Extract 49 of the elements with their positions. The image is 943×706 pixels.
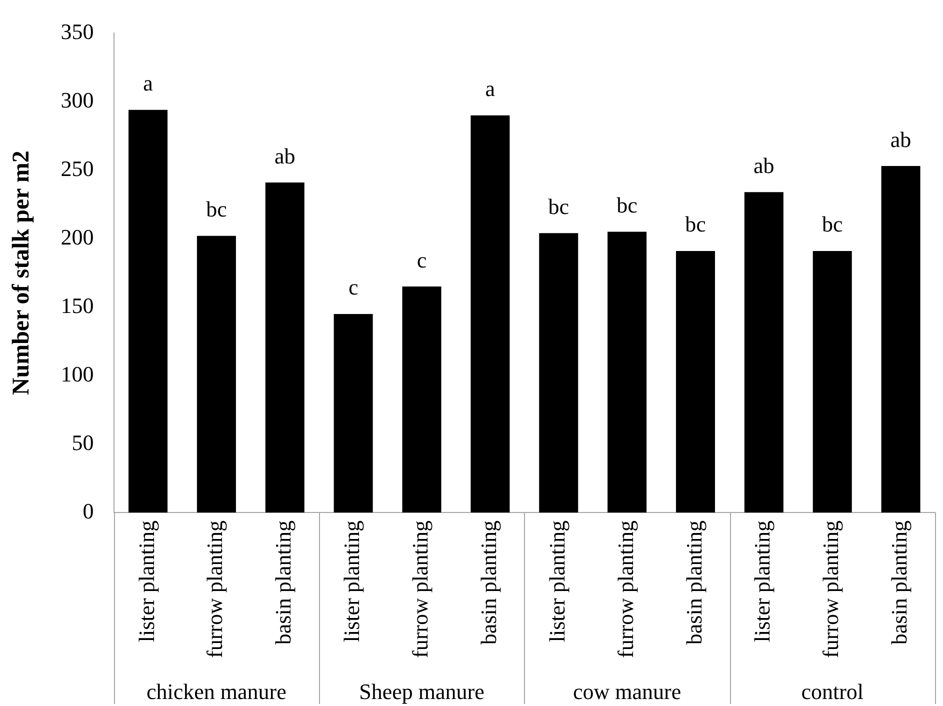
bar	[676, 250, 715, 513]
bar	[881, 166, 920, 513]
y-axis-title: Number of stalk per m2	[8, 150, 35, 396]
data-label: c	[348, 274, 358, 300]
text: chicken manure	[146, 678, 286, 704]
x-tick-label: furrow planting	[818, 520, 844, 658]
data-label: bc	[822, 212, 843, 237]
x-tick-label: basin planting	[681, 520, 706, 645]
y-tick-label: 200	[60, 224, 94, 250]
bar	[539, 233, 578, 513]
y-tick-label: 250	[60, 156, 94, 181]
bar	[196, 236, 236, 513]
x-tick-label: furrow planting	[202, 520, 228, 658]
x-tick-label: furrow planting	[408, 520, 433, 658]
bar	[608, 232, 647, 513]
x-tick-label: lister planting	[134, 520, 159, 642]
data-label: a	[485, 76, 496, 102]
data-label: ab	[274, 143, 296, 168]
y-tick-label: 50	[72, 430, 94, 455]
x-tick-label: lister planting	[544, 520, 570, 642]
bar	[402, 286, 442, 513]
data-label: bc	[548, 194, 570, 219]
bar	[334, 314, 373, 513]
x-tick-label: basin planting	[886, 520, 912, 645]
data-label: bc	[206, 196, 228, 222]
x-tick-label: lister planting	[339, 520, 364, 642]
x-tick-label: basin planting	[270, 520, 296, 645]
y-tick-label: 150	[60, 292, 94, 318]
data-label: ab	[754, 152, 774, 178]
data-label: a	[143, 70, 154, 96]
data-label: bc	[685, 212, 706, 237]
x-tick-label: furrow planting	[612, 520, 638, 658]
text: cow manure	[572, 678, 682, 704]
bar	[470, 115, 510, 513]
bar	[128, 110, 168, 513]
data-label: ab	[890, 126, 912, 152]
data-label: c	[416, 247, 427, 272]
text: control	[801, 678, 864, 704]
bar	[265, 182, 304, 513]
x-tick-label: basin planting	[476, 520, 501, 645]
y-tick-label: 100	[60, 361, 94, 386]
y-tick-label: 300	[60, 87, 94, 112]
x-tick-label: lister planting	[750, 520, 775, 642]
text: Sheep manure	[359, 678, 484, 704]
y-tick-label: 0	[82, 498, 94, 524]
bar	[744, 192, 784, 513]
data-label: bc	[616, 192, 638, 218]
y-tick-label: 350	[60, 18, 94, 44]
bar	[812, 250, 852, 513]
